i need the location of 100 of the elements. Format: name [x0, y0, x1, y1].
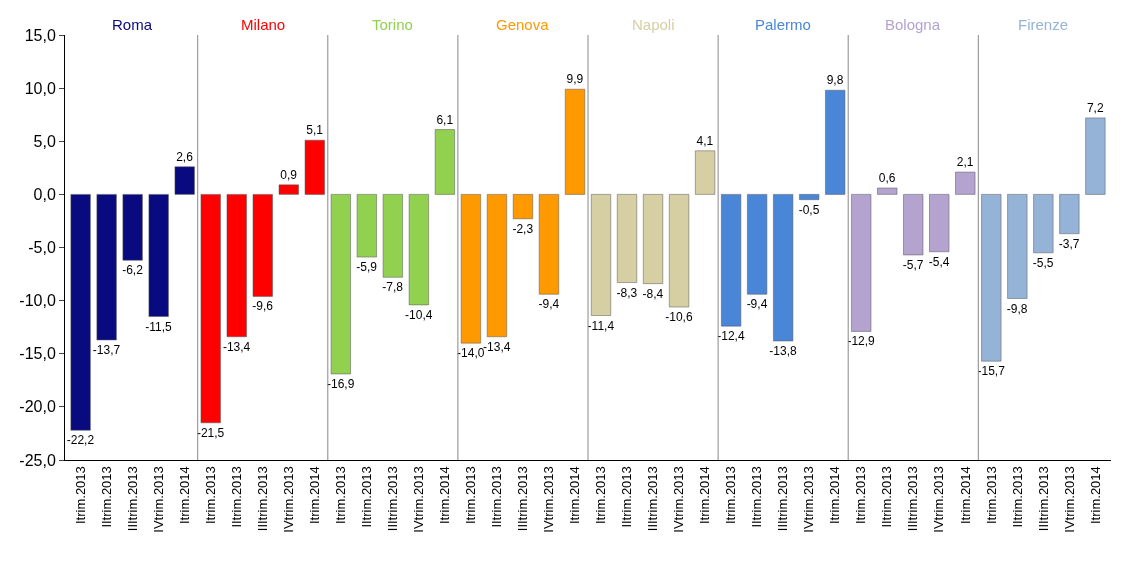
x-tick-label: IItrim.2013: [98, 466, 114, 528]
x-tick-label: IVtrim.2013: [280, 466, 296, 533]
data-label: 0,9: [280, 167, 298, 182]
data-label: -11,4: [587, 318, 615, 333]
x-tick-label: Itrim.2013: [983, 466, 999, 525]
x-tick-label: IIItrim.2013: [385, 466, 401, 532]
data-label: -15,7: [977, 364, 1006, 379]
data-label: -9,6: [252, 299, 274, 314]
text: Milano: [241, 16, 286, 33]
data-label: 5,1: [306, 123, 324, 138]
data-label: -16,9: [326, 376, 355, 391]
y-tick-label: 5,0: [33, 132, 56, 150]
x-tick-label: Itrim.2013: [202, 466, 218, 525]
bar: [929, 194, 950, 252]
data-label: -13,4: [222, 339, 251, 354]
text: Napoli: [632, 16, 675, 33]
bar: [408, 194, 429, 306]
bar: [955, 171, 976, 195]
bar: [486, 194, 507, 337]
bar: [538, 194, 559, 295]
x-tick-label: Itrim.2014: [957, 466, 973, 525]
bar: [669, 194, 690, 308]
bar: [1033, 194, 1054, 254]
data-label: -12,4: [717, 329, 745, 344]
x-tick-label: Itrim.2013: [72, 466, 88, 525]
bar: [122, 194, 143, 261]
bar: [799, 194, 820, 200]
y-tick-label: -15,0: [19, 345, 56, 363]
bar: [460, 194, 481, 344]
x-tick-label: IIItrim.2013: [645, 466, 661, 532]
x-tick-label: IVtrim.2013: [1061, 466, 1077, 533]
x-tick-label: Itrim.2013: [593, 466, 609, 525]
x-tick-label: IVtrim.2013: [411, 466, 427, 533]
bar: [304, 139, 325, 195]
data-label: 4,1: [696, 133, 714, 148]
bar: [877, 187, 898, 195]
data-label: -9,4: [538, 297, 560, 312]
data-label: -10,6: [665, 310, 693, 324]
data-label: 2,1: [956, 155, 974, 170]
bar: [434, 129, 455, 195]
x-tick-label: IItrim.2013: [489, 466, 505, 528]
data-label: -10,4: [405, 307, 433, 322]
data-label: -13,7: [92, 342, 121, 357]
data-label: -13,4: [483, 339, 511, 354]
bar: [330, 194, 351, 375]
text: Torino: [372, 16, 413, 33]
bar: [226, 194, 247, 337]
data-label: 9,9: [566, 72, 584, 87]
bar: [1059, 194, 1080, 234]
bar: [200, 194, 221, 424]
x-tick-label: IIItrim.2013: [775, 466, 791, 532]
x-tick-label: IVtrim.2013: [801, 466, 817, 533]
bar: [721, 194, 742, 327]
bar: [96, 194, 117, 341]
bar: [825, 90, 846, 195]
data-label: 9,8: [826, 73, 844, 88]
data-label: -2,3: [512, 221, 534, 236]
x-tick-label: Itrim.2013: [333, 466, 349, 525]
data-label: -9,8: [1006, 301, 1028, 316]
data-label: -9,4: [746, 297, 768, 312]
bar: [773, 194, 794, 342]
x-tick-label: IVtrim.2013: [150, 466, 166, 533]
y-tick-label: -5,0: [28, 239, 56, 257]
x-tick-label: IItrim.2013: [619, 466, 635, 528]
bar: [851, 194, 872, 332]
x-tick-label: IItrim.2013: [879, 466, 895, 528]
data-label: -6,2: [122, 263, 144, 278]
x-tick-label: IVtrim.2013: [541, 466, 557, 533]
data-label: -0,5: [798, 202, 820, 217]
data-label: -22,2: [66, 433, 95, 448]
data-label: -5,9: [356, 260, 378, 275]
x-tick-label: Itrim.2014: [567, 466, 583, 525]
bar: [512, 194, 533, 220]
x-tick-label: Itrim.2013: [723, 466, 739, 525]
bar: [356, 194, 377, 258]
bar: [981, 194, 1002, 362]
bar: [148, 194, 169, 317]
y-tick-label: 0,0: [33, 185, 56, 203]
data-label: 6,1: [436, 112, 454, 127]
data-label: 7,2: [1086, 100, 1104, 115]
x-tick-label: Itrim.2014: [437, 466, 453, 525]
text: Roma: [112, 16, 153, 33]
text: Genova: [496, 16, 550, 33]
x-tick-label: Itrim.2013: [853, 466, 869, 525]
x-tick-label: IIItrim.2013: [1035, 466, 1051, 532]
data-label: -14,0: [457, 346, 485, 361]
data-label: -21,5: [196, 425, 225, 440]
x-tick-label: Itrim.2014: [827, 466, 843, 525]
x-tick-label: Itrim.2014: [1087, 466, 1103, 525]
data-label: -8,4: [642, 286, 664, 301]
x-tick-label: IItrim.2013: [749, 466, 765, 528]
data-label: -3,7: [1058, 236, 1080, 251]
bar: [70, 194, 91, 431]
data-label: -5,5: [1032, 255, 1054, 270]
text: Firenze: [1018, 16, 1069, 33]
data-label: 2,6: [176, 149, 194, 164]
text: Palermo: [755, 16, 811, 33]
bar: [747, 194, 768, 295]
x-tick-label: IItrim.2013: [359, 466, 375, 528]
x-tick-label: Itrim.2014: [307, 466, 323, 525]
